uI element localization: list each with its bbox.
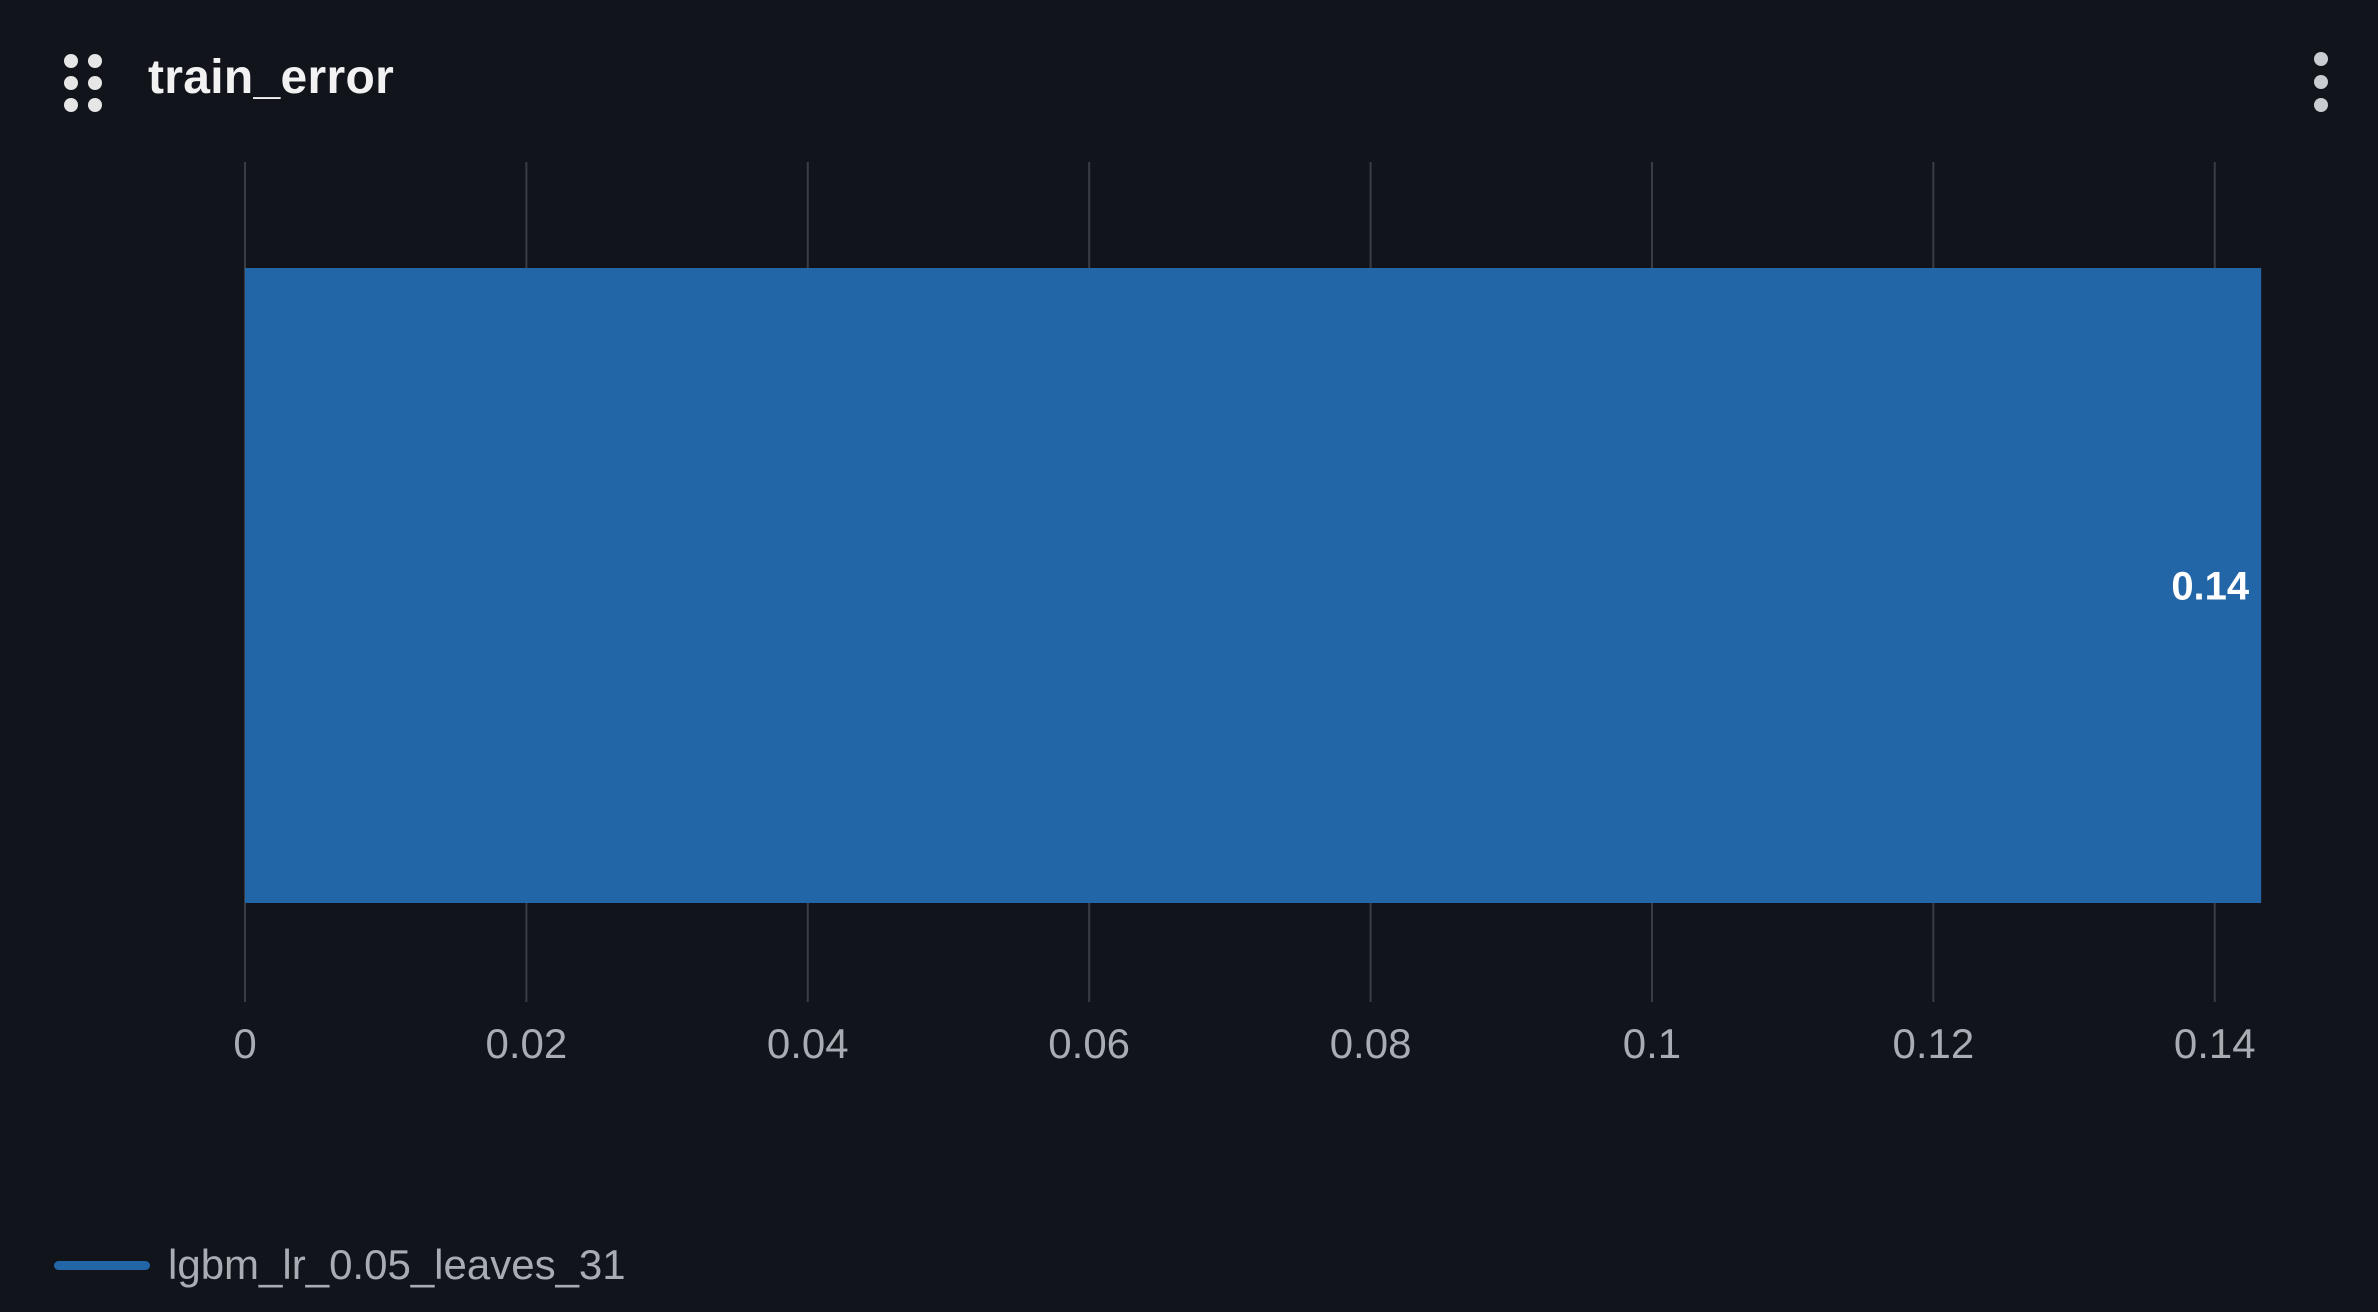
x-tick-label: 0.12 xyxy=(1892,1020,1974,1067)
bar-value-label: 0.14 xyxy=(2171,565,2250,609)
bar[interactable] xyxy=(245,268,2262,903)
bars: 0.14 xyxy=(245,268,2262,903)
x-tick-label: 0.14 xyxy=(2174,1020,2256,1067)
kebab-menu-icon[interactable] xyxy=(2306,52,2336,112)
x-tick-label: 0.08 xyxy=(1330,1020,1412,1067)
legend-label: lgbm_lr_0.05_leaves_31 xyxy=(168,1241,626,1288)
x-tick-label: 0 xyxy=(233,1020,256,1067)
x-tick-label: 0.1 xyxy=(1623,1020,1681,1067)
x-tick-labels: 0 0.02 0.04 0.06 0.08 0.1 0.12 0.14 xyxy=(233,1020,2255,1067)
legend-swatch xyxy=(54,1260,150,1270)
panel-title: train_error xyxy=(148,51,395,104)
panel-header: train_error xyxy=(0,0,2378,160)
x-tick-label: 0.02 xyxy=(486,1020,568,1067)
x-tick-label: 0.04 xyxy=(767,1020,849,1067)
drag-dots-icon[interactable] xyxy=(64,54,108,112)
legend[interactable]: lgbm_lr_0.05_leaves_31 xyxy=(54,1240,626,1290)
x-tick-label: 0.06 xyxy=(1048,1020,1130,1067)
